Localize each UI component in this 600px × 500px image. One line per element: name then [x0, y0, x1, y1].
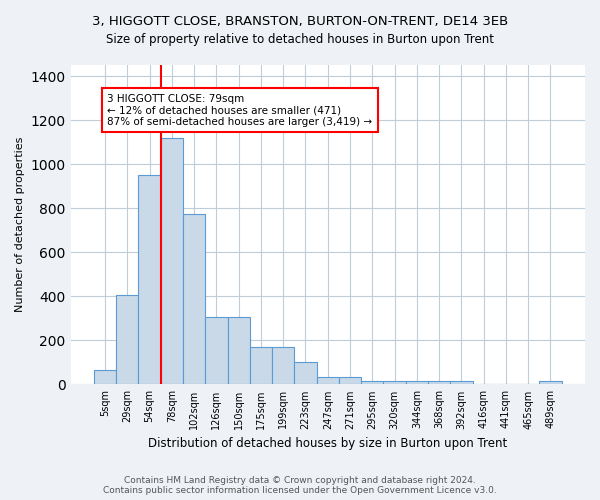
Bar [250, 347, 272, 385]
Y-axis label: Number of detached properties: Number of detached properties [15, 137, 25, 312]
Bar [383, 381, 406, 384]
Text: 3 HIGGOTT CLOSE: 79sqm
← 12% of detached houses are smaller (471)
87% of semi-de: 3 HIGGOTT CLOSE: 79sqm ← 12% of detached… [107, 94, 373, 127]
Bar [406, 381, 428, 384]
Text: Size of property relative to detached houses in Burton upon Trent: Size of property relative to detached ho… [106, 32, 494, 46]
Bar [539, 381, 562, 384]
Bar [272, 347, 295, 385]
Bar [295, 362, 317, 384]
Bar [227, 317, 250, 384]
Bar [116, 295, 139, 384]
Bar [339, 376, 361, 384]
X-axis label: Distribution of detached houses by size in Burton upon Trent: Distribution of detached houses by size … [148, 437, 508, 450]
Bar [317, 376, 339, 384]
Bar [428, 381, 450, 384]
Bar [450, 381, 473, 384]
Bar [361, 381, 383, 384]
Text: 3, HIGGOTT CLOSE, BRANSTON, BURTON-ON-TRENT, DE14 3EB: 3, HIGGOTT CLOSE, BRANSTON, BURTON-ON-TR… [92, 15, 508, 28]
Bar [161, 138, 183, 384]
Bar [183, 214, 205, 384]
Bar [205, 317, 227, 384]
Bar [94, 370, 116, 384]
Text: Contains HM Land Registry data © Crown copyright and database right 2024.
Contai: Contains HM Land Registry data © Crown c… [103, 476, 497, 495]
Bar [139, 175, 161, 384]
